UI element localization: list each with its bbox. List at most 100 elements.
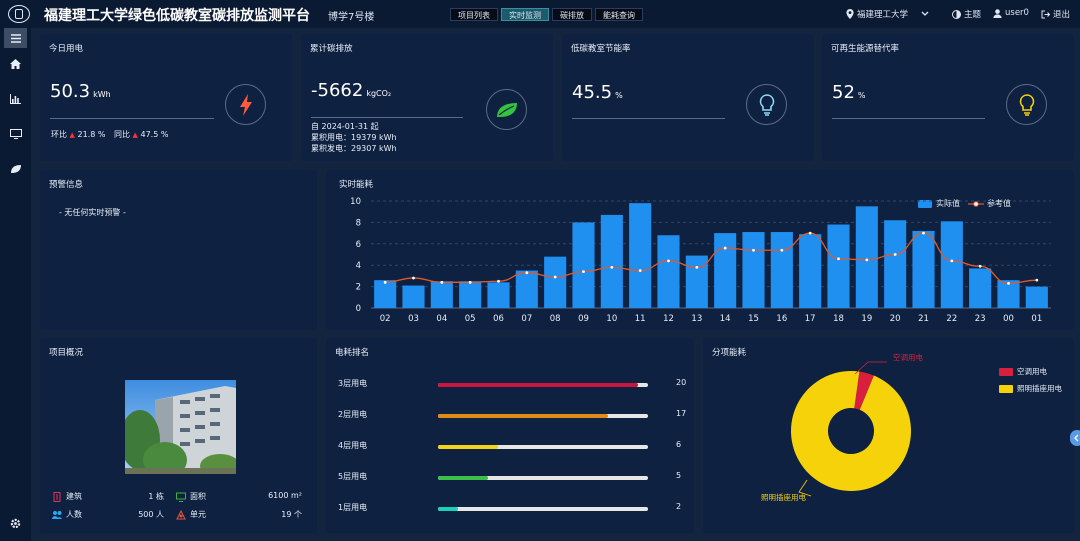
bar-actual[interactable] <box>402 285 425 308</box>
menu-icon <box>10 33 21 43</box>
legend-swatch-actual <box>918 199 932 208</box>
reference-point[interactable] <box>950 259 954 263</box>
sidebar-item-monitor[interactable] <box>4 124 27 144</box>
ranking-row[interactable]: 2层用电 17 <box>326 406 694 426</box>
overview-stat: 单元 <box>176 509 206 520</box>
reference-point[interactable] <box>808 231 812 235</box>
reference-point[interactable] <box>553 275 557 279</box>
reference-point[interactable] <box>865 258 869 262</box>
legend-item[interactable]: 照明插座用电 <box>999 383 1062 394</box>
bar-actual[interactable] <box>629 203 652 308</box>
reference-point[interactable] <box>610 265 614 269</box>
bar-actual[interactable] <box>544 256 567 308</box>
ranking-track <box>438 445 648 449</box>
divider <box>832 118 985 119</box>
reference-point[interactable] <box>695 265 699 269</box>
bar-actual[interactable] <box>827 224 850 308</box>
bar-actual[interactable] <box>997 280 1020 308</box>
collapse-handle[interactable] <box>1070 430 1080 446</box>
bar-actual[interactable] <box>600 214 623 308</box>
reference-point[interactable] <box>978 264 982 268</box>
reference-point[interactable] <box>638 269 642 272</box>
bar-actual[interactable] <box>685 255 708 308</box>
bar-actual[interactable] <box>714 233 737 308</box>
tab-energy-query[interactable]: 能耗查询 <box>595 8 643 21</box>
reference-point[interactable] <box>497 279 500 283</box>
kpi-title: 今日用电 <box>49 44 84 54</box>
legend-item[interactable]: 空调用电 <box>999 366 1062 377</box>
tab-project-list[interactable]: 项目列表 <box>450 8 498 21</box>
x-tick-label: 10 <box>606 314 617 324</box>
logout-button[interactable]: 退出 <box>1041 8 1070 20</box>
x-tick-label: 01 <box>1031 314 1042 324</box>
divider <box>311 117 463 118</box>
unit-icon <box>176 509 186 519</box>
divider <box>572 118 725 119</box>
donut-slice[interactable] <box>854 371 874 410</box>
stat-label: 单元 <box>190 510 206 519</box>
bar-actual[interactable] <box>940 221 963 308</box>
bar-actual[interactable] <box>969 268 992 308</box>
bar-actual[interactable] <box>770 232 793 308</box>
reference-point[interactable] <box>468 280 472 284</box>
sidebar-item-settings[interactable] <box>4 513 27 533</box>
x-tick-label: 23 <box>975 314 986 324</box>
bar-actual[interactable] <box>912 230 935 308</box>
user-menu[interactable]: user0 <box>993 8 1029 18</box>
tab-realtime[interactable]: 实时监测 <box>501 8 549 21</box>
user-icon <box>993 8 1002 18</box>
bar-actual[interactable] <box>572 222 595 308</box>
reference-point[interactable] <box>383 280 387 284</box>
bar-actual[interactable] <box>855 206 878 308</box>
stat-label: 人数 <box>66 510 82 519</box>
bar-actual[interactable] <box>884 220 907 308</box>
ranking-row[interactable]: 5层用电 5 <box>326 468 694 488</box>
bar-actual[interactable] <box>515 270 538 308</box>
reference-point[interactable] <box>440 280 444 284</box>
theme-button[interactable]: 主题 <box>952 8 981 20</box>
bar-actual[interactable] <box>657 235 680 308</box>
ranking-row[interactable]: 4层用电 6 <box>326 437 694 457</box>
legend-ref: 参考值 <box>987 199 1011 208</box>
chart-legend: 实际值 参考值 <box>918 198 1011 209</box>
reference-point[interactable] <box>752 248 755 252</box>
reference-point[interactable] <box>780 248 784 252</box>
panel-title: 电耗排名 <box>335 348 370 358</box>
bulb-icon <box>1006 84 1047 125</box>
y-tick-label: 0 <box>356 304 361 314</box>
menu-toggle[interactable] <box>4 28 27 48</box>
ranking-row[interactable]: 3层用电 20 <box>326 375 694 395</box>
org-selector[interactable]: 福建理工大学 <box>846 8 929 20</box>
tab-carbon[interactable]: 碳排放 <box>552 8 592 21</box>
ranking-row[interactable]: 1层用电 2 <box>326 499 694 519</box>
reference-point[interactable] <box>893 253 897 256</box>
reference-point[interactable] <box>837 257 840 261</box>
x-tick-label: 19 <box>861 314 872 324</box>
ranking-track <box>438 414 648 418</box>
reference-point[interactable] <box>582 270 585 274</box>
kpi-value: 52% <box>832 82 866 103</box>
reference-point[interactable] <box>525 271 529 275</box>
bar-actual[interactable] <box>799 234 822 308</box>
stat-label: 建筑 <box>66 492 82 501</box>
sidebar-item-stats[interactable] <box>4 89 27 109</box>
bar-actual[interactable] <box>459 281 482 308</box>
bar-actual[interactable] <box>374 280 397 308</box>
sidebar-item-home[interactable] <box>4 54 27 74</box>
donut-slice[interactable] <box>791 371 911 491</box>
x-tick-label: 13 <box>691 314 702 324</box>
reference-point[interactable] <box>922 231 925 235</box>
bar-actual[interactable] <box>1025 286 1048 308</box>
bar-actual[interactable] <box>430 281 453 308</box>
bar-actual[interactable] <box>487 282 510 308</box>
y-tick-label: 4 <box>356 261 361 271</box>
reference-point[interactable] <box>1035 278 1039 282</box>
reference-point[interactable] <box>723 246 727 250</box>
reference-point[interactable] <box>667 259 670 263</box>
reference-point[interactable] <box>412 276 415 280</box>
reference-point[interactable] <box>1007 281 1010 285</box>
bar-actual[interactable] <box>742 232 765 308</box>
logout-icon <box>1041 10 1050 18</box>
sidebar-item-eco[interactable] <box>4 159 27 179</box>
